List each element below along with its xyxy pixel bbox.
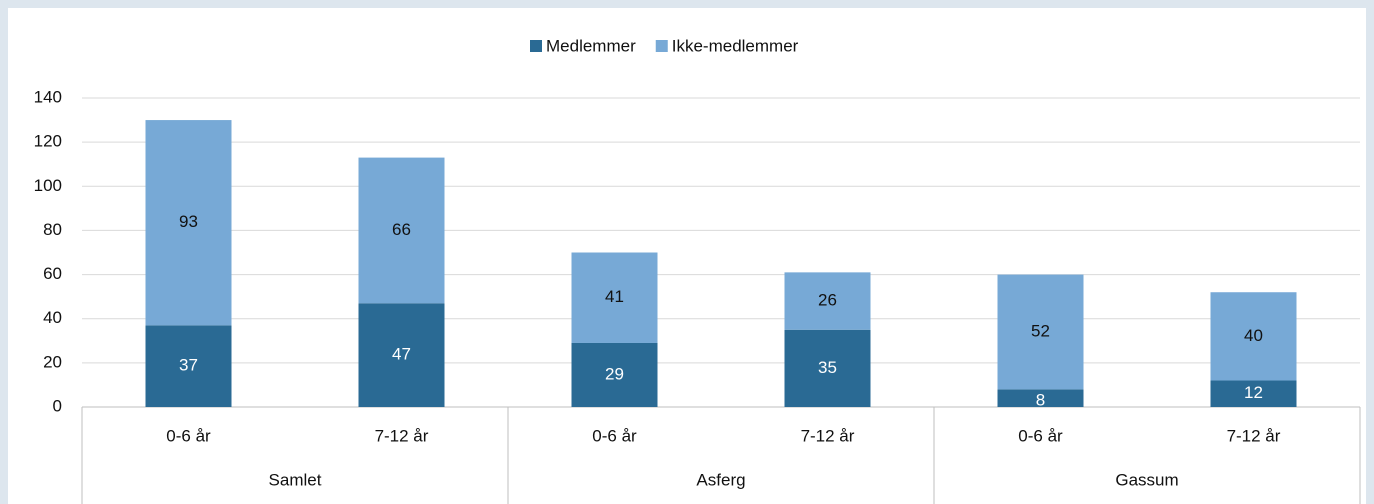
y-tick-label: 140 <box>34 87 62 106</box>
x-tick-label: 0-6 år <box>166 426 211 445</box>
y-tick-label: 20 <box>43 352 62 371</box>
x-tick-label: 7-12 år <box>801 426 855 445</box>
data-label: 8 <box>1036 390 1045 409</box>
bar-segment <box>1210 292 1297 381</box>
y-tick-label: 120 <box>34 132 62 151</box>
legend-swatch <box>655 40 668 52</box>
bar-segment <box>784 329 871 407</box>
data-label: 93 <box>179 212 198 231</box>
data-label: 35 <box>818 358 837 377</box>
legend-label: Ikke-medlemmer <box>672 36 799 55</box>
x-tick-label: 0-6 år <box>592 426 637 445</box>
legend-label: Medlemmer <box>546 36 636 55</box>
data-label: 12 <box>1244 383 1263 402</box>
data-label: 26 <box>818 291 837 310</box>
data-label: 41 <box>605 287 624 306</box>
y-tick-label: 100 <box>34 176 62 195</box>
bar-segment <box>997 274 1084 390</box>
x-tick-label: 0-6 år <box>1018 426 1063 445</box>
data-label: 66 <box>392 220 411 239</box>
bar-segment <box>997 389 1084 407</box>
chart-panel <box>8 8 1366 504</box>
data-label: 52 <box>1031 321 1050 340</box>
y-tick-label: 60 <box>43 264 62 283</box>
bar-segment <box>571 252 658 343</box>
group-label: Gassum <box>1115 470 1178 489</box>
data-label: 37 <box>179 356 198 375</box>
bar-segment <box>571 342 658 407</box>
bar-segment <box>145 120 232 326</box>
bar-segment <box>358 303 445 407</box>
bar-segment <box>1210 380 1297 407</box>
data-label: 47 <box>392 345 411 364</box>
data-label: 40 <box>1244 326 1263 345</box>
group-label: Samlet <box>269 470 322 489</box>
y-tick-label: 80 <box>43 220 62 239</box>
bar-segment <box>145 325 232 407</box>
group-label: Asferg <box>696 470 745 489</box>
y-tick-label: 0 <box>53 396 62 415</box>
legend-swatch <box>530 40 542 52</box>
data-label: 29 <box>605 364 624 383</box>
bar-segment <box>784 272 871 330</box>
y-tick-label: 40 <box>43 308 62 327</box>
x-tick-label: 7-12 år <box>1227 426 1281 445</box>
x-tick-label: 7-12 år <box>375 426 429 445</box>
bar-segment <box>358 157 445 304</box>
